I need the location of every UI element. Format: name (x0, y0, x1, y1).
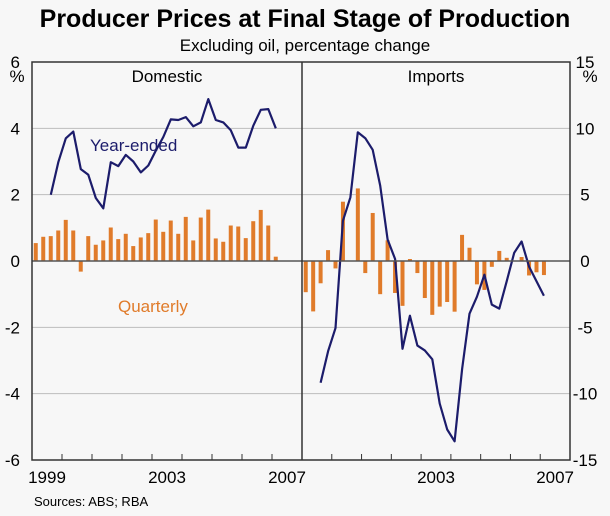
quarterly-bar (273, 256, 278, 261)
quarterly-bar (228, 225, 233, 261)
quarterly-bar (206, 209, 211, 261)
quarterly-bar (363, 261, 368, 274)
quarterly-bar (460, 234, 465, 261)
y-tick-label: 15 (576, 53, 595, 72)
quarterly-bar (318, 261, 323, 284)
y-tick-label: -2 (5, 318, 20, 337)
y-tick-label: 0 (580, 252, 589, 271)
panel-title-imports: Imports (408, 67, 465, 86)
y-tick-label: 10 (576, 119, 595, 138)
quarterly-bar (33, 243, 38, 261)
quarterly-bar (123, 233, 128, 261)
quarterly-bar (326, 250, 331, 261)
quarterly-bar (243, 238, 248, 261)
source-note: Sources: ABS; RBA (34, 494, 148, 509)
quarterly-bar (71, 230, 76, 261)
quarterly-bar (333, 261, 338, 269)
quarterly-bar (303, 261, 308, 293)
quarterly-bar (437, 261, 442, 307)
quarterly-bar (385, 240, 390, 261)
quarterly-bar (183, 216, 188, 261)
quarterly-bar (78, 261, 83, 272)
quarterly-bar (236, 226, 241, 261)
quarterly-bar (467, 247, 472, 261)
quarterly-bar (266, 225, 271, 261)
plot-frame (31, 61, 571, 461)
quarterly-bar (407, 259, 412, 261)
quarterly-bar (86, 236, 91, 261)
x-tick-label: 1999 (28, 468, 66, 487)
y-tick-label: 4 (11, 119, 20, 138)
quarterly-bar (138, 237, 143, 261)
chart-subtitle: Excluding oil, percentage change (180, 36, 430, 55)
quarterly-bar (258, 209, 263, 261)
chart-title: Producer Prices at Final Stage of Produc… (40, 5, 571, 33)
y-tick-label: -4 (5, 385, 20, 404)
y-tick-label: 0 (11, 252, 20, 271)
year-ended-line (319, 131, 545, 443)
quarterly-bar (131, 246, 136, 261)
panel-title-domestic: Domestic (132, 67, 203, 86)
quarterly-bar (161, 231, 166, 261)
quarterly-bar (108, 227, 113, 261)
y-tick-label: 6 (11, 53, 20, 72)
quarterly-bar (168, 220, 173, 261)
quarterly-bar (415, 261, 420, 274)
quarterly-bar (422, 261, 427, 299)
y-tick-label: 2 (11, 186, 20, 205)
quarterly-bar (393, 261, 398, 293)
quarterly-bar (41, 236, 46, 261)
y-tick-label: 5 (580, 186, 589, 205)
quarterly-bar (489, 261, 494, 267)
right-unit-label: % (582, 67, 597, 86)
quarterly-bar (48, 236, 53, 261)
quarterly-bar (370, 212, 375, 261)
quarterly-bar (56, 230, 61, 261)
quarterly-bar (497, 250, 502, 261)
quarterly-bar (400, 261, 405, 306)
quarterly-bar (63, 219, 68, 261)
y-tick-label: -15 (573, 451, 598, 470)
quarterly-bar (213, 238, 218, 261)
quarterly-bar (93, 244, 98, 261)
year-ended-annotation: Year-ended (90, 136, 177, 155)
quarterly-bar (534, 261, 539, 273)
left-unit-label: % (9, 67, 24, 86)
quarterly-bar (452, 261, 457, 312)
quarterly-bar (445, 261, 450, 302)
y-tick-label: -6 (5, 451, 20, 470)
y-tick-label: -5 (577, 318, 592, 337)
quarterly-bar (311, 261, 316, 312)
quarterly-bar (101, 240, 106, 261)
year-ended-line (49, 97, 277, 210)
quarterly-bar (116, 239, 121, 261)
quarterly-bar (474, 261, 479, 285)
x-tick-label: 2003 (148, 468, 186, 487)
quarterly-bar (519, 257, 524, 261)
quarterly-bar (541, 261, 546, 276)
quarterly-bar (153, 219, 158, 261)
x-tick-label: 2007 (536, 468, 574, 487)
x-tick-label: 2007 (268, 468, 306, 487)
y-tick-label: -10 (573, 385, 598, 404)
quarterly-bar (251, 221, 256, 261)
quarterly-bar (176, 233, 181, 261)
quarterly-bar (378, 261, 383, 295)
quarterly-bar (191, 240, 196, 261)
quarterly-bar (355, 188, 360, 261)
quarterly-bar (504, 257, 509, 261)
x-tick-label: 2003 (417, 468, 455, 487)
quarterly-bar (221, 241, 226, 261)
quarterly-bar (146, 233, 151, 261)
quarterly-annotation: Quarterly (118, 297, 188, 316)
quarterly-bar (198, 217, 203, 261)
quarterly-bar (430, 261, 435, 315)
